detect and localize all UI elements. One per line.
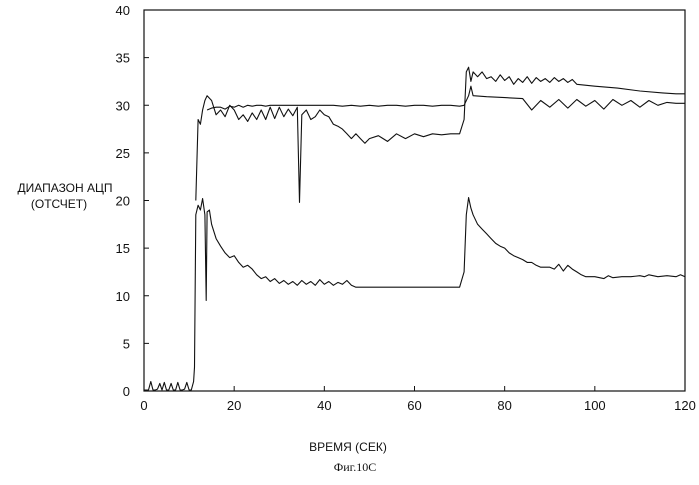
x-tick-label: 80 (497, 398, 511, 413)
x-tick-label: 0 (140, 398, 147, 413)
series-line-1 (144, 198, 685, 390)
y-tick-label: 30 (116, 98, 130, 113)
y-tick-label: 5 (123, 336, 130, 351)
plot-frame (144, 10, 685, 391)
y-tick-label: 20 (116, 194, 130, 209)
series-group (144, 67, 685, 390)
y-axis-label-line2: (ОТСЧЕТ) (31, 197, 87, 211)
x-tick-label: 120 (674, 398, 696, 413)
y-axis-label-line1: ДИАПАЗОН АЦП (17, 181, 112, 195)
x-axis: 0 20 40 60 80 100 120 (140, 386, 695, 413)
y-tick-label: 25 (116, 146, 130, 161)
x-tick-label: 20 (227, 398, 241, 413)
x-tick-label: 60 (407, 398, 421, 413)
figure-caption: Фиг.10С (334, 460, 376, 474)
y-tick-label: 40 (116, 3, 130, 18)
y-tick-label: 15 (116, 241, 130, 256)
x-axis-label: ВРЕМЯ (СЕК) (309, 440, 387, 454)
series-line-3 (207, 86, 685, 110)
y-tick-label: 35 (116, 51, 130, 66)
x-tick-label: 40 (317, 398, 331, 413)
y-tick-label: 0 (123, 384, 130, 399)
y-tick-label: 10 (116, 289, 130, 304)
x-tick-label: 100 (584, 398, 606, 413)
series-line-2 (196, 67, 685, 202)
